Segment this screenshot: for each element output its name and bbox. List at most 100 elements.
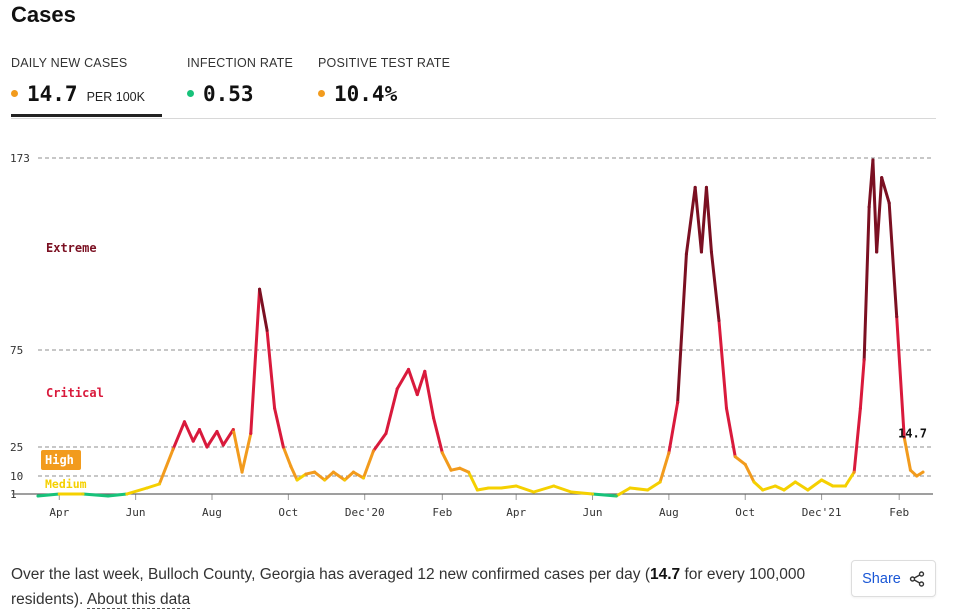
data-point <box>858 406 862 410</box>
data-point <box>724 406 728 410</box>
data-point <box>852 470 856 474</box>
series-segment <box>752 480 765 492</box>
data-point <box>273 406 277 410</box>
series-segment <box>395 367 411 391</box>
data-point <box>106 494 110 498</box>
series-segment <box>125 486 149 496</box>
series-segment <box>858 358 866 410</box>
data-point <box>249 431 253 435</box>
series-segment <box>699 185 708 254</box>
data-point <box>862 358 866 362</box>
series-segment <box>646 480 662 492</box>
data-point <box>171 447 175 451</box>
summary-text-after: for every 100,000 residents). <box>11 566 806 608</box>
risk-badge-high <box>41 450 81 470</box>
data-point <box>458 466 462 470</box>
data-point <box>717 319 721 323</box>
risk-label-high: High <box>45 453 74 467</box>
tab-divider <box>11 118 936 119</box>
series-segment <box>313 470 327 482</box>
data-point <box>806 488 810 492</box>
data-point <box>793 480 797 484</box>
data-point <box>313 470 317 474</box>
data-point <box>371 449 375 453</box>
data-point <box>487 486 491 490</box>
data-point <box>395 387 399 391</box>
tab-daily-new-cases[interactable]: DAILY NEW CASES 14.7 PER 100K <box>11 56 145 106</box>
data-point <box>265 328 269 332</box>
metric-unit: PER 100K <box>86 90 145 104</box>
series-segment <box>499 484 518 490</box>
share-label: Share <box>862 570 901 587</box>
x-tick-label: Jun <box>583 506 603 519</box>
about-data-link[interactable]: About this data <box>86 591 191 609</box>
page-title: Cases <box>11 2 76 27</box>
data-point <box>915 474 919 478</box>
series-segment <box>895 315 906 439</box>
data-point <box>658 480 662 484</box>
tab-infection-rate[interactable]: INFECTION RATE 0.53 <box>187 56 293 106</box>
data-point <box>215 429 219 433</box>
y-tick-label: 75 <box>10 344 23 357</box>
series-segment <box>249 287 262 435</box>
data-point <box>921 470 925 474</box>
series-segment <box>902 435 912 472</box>
series-segment <box>875 176 884 254</box>
data-point <box>57 492 61 496</box>
data-point <box>295 478 299 482</box>
data-point <box>415 393 419 397</box>
metric-label: POSITIVE TEST RATE <box>318 56 451 70</box>
tab-positive-test-rate[interactable]: POSITIVE TEST RATE 10.4% <box>318 56 450 106</box>
data-point <box>432 416 436 420</box>
data-point <box>240 470 244 474</box>
series-segment <box>743 462 756 484</box>
risk-label-critical: Critical <box>46 386 104 400</box>
share-button[interactable]: Share <box>851 560 936 597</box>
data-point <box>157 482 161 486</box>
series-segment <box>820 478 835 488</box>
series-segment <box>761 484 777 492</box>
series-segment <box>773 484 786 492</box>
x-tick-label: Apr <box>49 506 69 519</box>
series-segment <box>806 478 824 492</box>
data-point <box>820 478 824 482</box>
data-point <box>646 488 650 492</box>
series-segment <box>709 250 721 323</box>
data-point <box>532 490 536 494</box>
data-point <box>191 439 195 443</box>
series-segment <box>240 431 253 474</box>
series-segment <box>415 369 427 397</box>
data-point <box>887 201 891 205</box>
series-segment <box>106 492 129 498</box>
data-point <box>449 468 453 472</box>
series-segment <box>171 420 186 451</box>
data-point <box>423 369 427 373</box>
series-segment <box>852 406 862 474</box>
y-tick-label: 25 <box>10 441 23 454</box>
series-segment <box>684 185 697 256</box>
data-point <box>773 484 777 488</box>
data-point <box>205 445 209 449</box>
metric-value: 0.53 <box>203 82 254 106</box>
summary-highlight: 14.7 <box>650 566 681 583</box>
data-point <box>289 464 293 468</box>
series-segment <box>36 492 61 498</box>
data-point <box>693 185 697 189</box>
data-point <box>743 462 747 466</box>
data-point <box>908 468 912 472</box>
data-point <box>895 315 899 319</box>
series-segment <box>384 387 399 435</box>
series-segment <box>295 472 308 482</box>
series-segment <box>423 369 436 420</box>
series-segment <box>81 492 110 498</box>
series-segment <box>793 480 810 492</box>
series-segment <box>704 185 713 254</box>
summary-text: Over the last week, Bulloch County, Geor… <box>11 562 811 612</box>
series-segment <box>467 470 479 492</box>
series-segment <box>221 428 235 447</box>
series-segment <box>475 486 491 492</box>
metric-label: INFECTION RATE <box>187 56 294 70</box>
series-segment <box>782 480 797 492</box>
data-point <box>709 250 713 254</box>
data-point <box>440 451 444 455</box>
